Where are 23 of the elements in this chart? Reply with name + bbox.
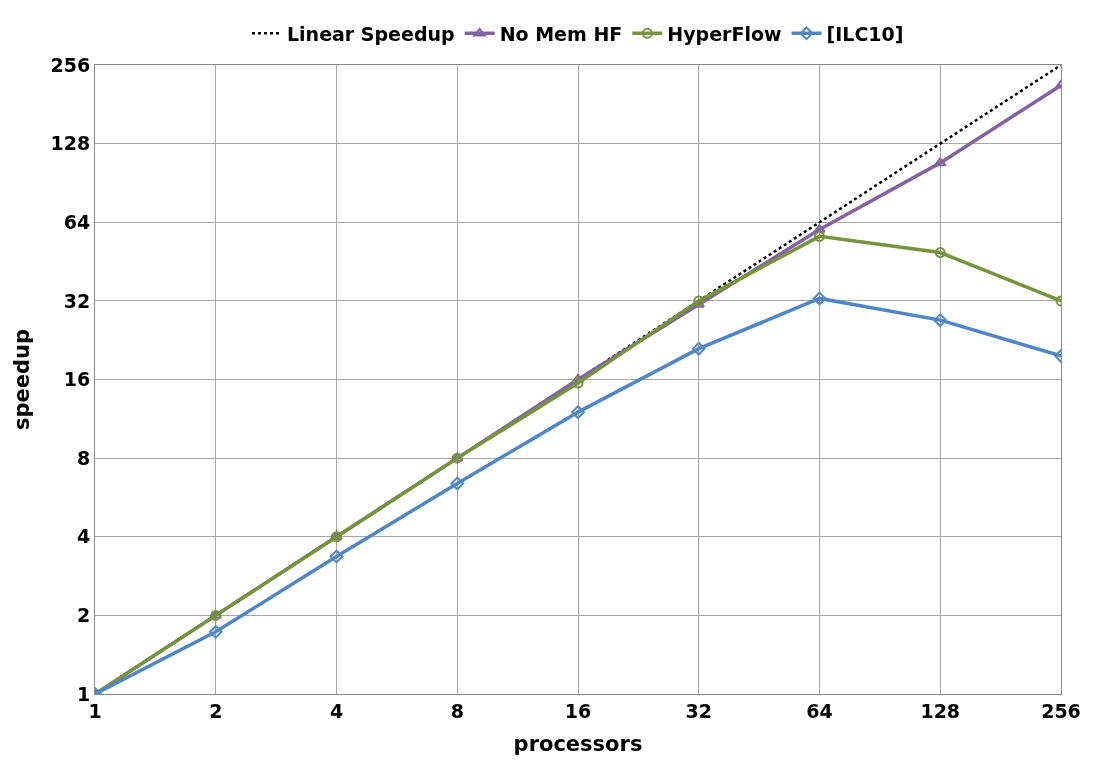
y-tick-label: 4 — [76, 525, 91, 548]
x-axis-title: processors — [513, 732, 643, 756]
y-axis-title: speedup — [9, 328, 34, 431]
y-tick-label: 32 — [63, 289, 91, 312]
x-tick-label: 128 — [920, 699, 961, 722]
legend-label: Linear Speedup — [287, 22, 455, 45]
x-tick-label: 64 — [806, 699, 833, 722]
x-tick-label: 4 — [329, 699, 344, 722]
x-tick-label: 32 — [685, 699, 712, 722]
x-tick-label: 256 — [1041, 699, 1081, 722]
y-tick-label: 64 — [63, 210, 91, 233]
legend-label: [ILC10] — [826, 22, 904, 45]
y-tick-label: 128 — [50, 132, 91, 155]
y-tick-label: 1 — [76, 682, 91, 705]
legend-label: No Mem HF — [499, 22, 623, 45]
x-tick-label: 2 — [209, 699, 223, 722]
legend-label: HyperFlow — [667, 22, 782, 45]
y-tick-label: 8 — [76, 446, 91, 469]
y-tick-label: 16 — [63, 368, 91, 391]
y-tick-label: 256 — [50, 53, 91, 76]
x-tick-label: 16 — [564, 699, 592, 722]
x-tick-label: 8 — [450, 699, 464, 722]
y-tick-label: 2 — [76, 604, 91, 627]
